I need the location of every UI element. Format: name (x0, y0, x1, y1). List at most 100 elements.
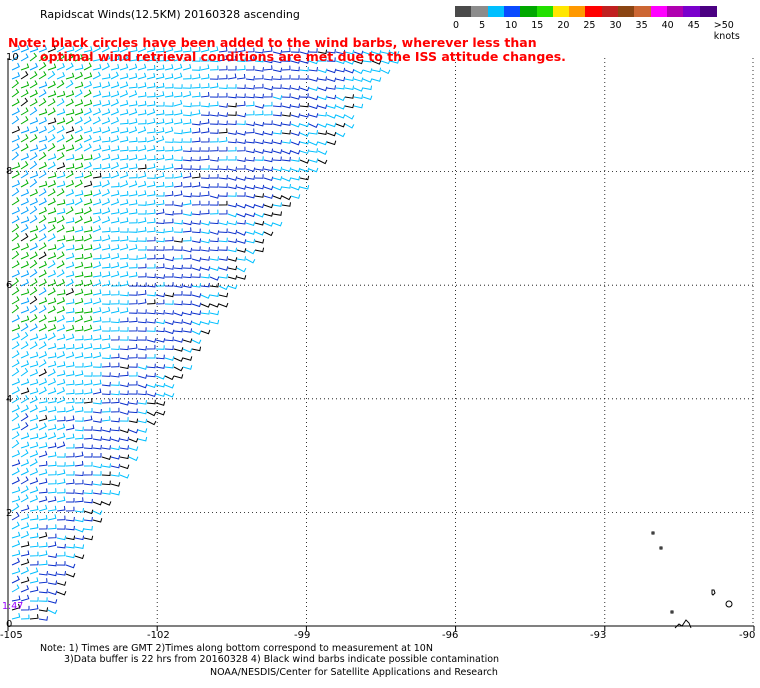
wind-barb (11, 540, 21, 548)
wind-barb (29, 269, 38, 278)
wind-barb (210, 174, 219, 179)
wind-barb (110, 135, 120, 143)
wind-barb (65, 134, 74, 143)
wind-barb (173, 92, 183, 98)
wind-barb (83, 143, 92, 152)
wind-barb (29, 567, 39, 575)
wind-barb (164, 45, 174, 53)
wind-barb (65, 217, 75, 224)
wind-barb (164, 210, 174, 216)
wind-barb (155, 47, 165, 53)
wind-barb (137, 63, 147, 71)
wind-barb (110, 445, 121, 451)
wind-barb (380, 59, 391, 65)
wind-barb (47, 496, 57, 503)
wind-barb (92, 399, 102, 405)
wind-barb (38, 478, 48, 485)
wind-barb (236, 275, 247, 280)
wind-barb (56, 53, 65, 62)
wind-barb (47, 406, 57, 413)
wind-barb (227, 220, 238, 226)
wind-barb (92, 297, 102, 305)
wind-barb (227, 284, 238, 290)
wind-barb (11, 557, 20, 566)
wind-barb (236, 146, 246, 152)
wind-barb (209, 75, 219, 80)
wind-barb (47, 432, 57, 440)
wind-barb (92, 510, 103, 515)
wind-barb (263, 194, 274, 199)
wind-barb (11, 395, 20, 404)
wind-barb (20, 422, 29, 431)
wind-barb (164, 154, 174, 161)
x-tick-label: -96 (442, 630, 459, 641)
wind-barb (74, 508, 84, 513)
wind-barb (56, 208, 66, 215)
wind-barb (11, 223, 20, 233)
wind-barb (20, 297, 30, 305)
wind-barb (263, 120, 273, 125)
wind-barb (38, 323, 47, 332)
wind-barb (146, 181, 156, 188)
wind-barb (299, 86, 310, 92)
wind-barb (38, 62, 47, 71)
wind-barb (137, 237, 147, 242)
wind-barb (155, 345, 165, 350)
wind-barb (128, 344, 138, 350)
wind-barb (83, 324, 93, 332)
wind-barb (128, 418, 139, 424)
wind-barb (83, 54, 93, 62)
wind-barb (74, 426, 84, 432)
wind-barb (128, 218, 138, 224)
wind-barb (110, 98, 119, 107)
wind-barb (38, 616, 48, 621)
wind-barb (128, 400, 138, 405)
wind-barb (101, 216, 111, 224)
wind-barb (38, 341, 47, 350)
wind-barb (182, 291, 192, 296)
wind-barb (281, 195, 292, 201)
wind-barb (317, 76, 327, 81)
wind-barb (20, 378, 30, 386)
wind-barb (209, 165, 219, 171)
wind-barb (236, 220, 246, 225)
wind-barb (83, 498, 93, 504)
wind-barb (326, 85, 336, 90)
wind-barb (20, 197, 29, 206)
wind-barb (236, 84, 246, 90)
wind-barb (83, 379, 93, 386)
wind-barb (200, 303, 211, 308)
wind-barb (92, 363, 102, 368)
wind-barb (209, 303, 220, 308)
wind-barb (119, 109, 129, 116)
wind-barb (173, 338, 184, 343)
wind-barb (11, 107, 20, 116)
wind-barb (155, 208, 165, 215)
wind-barb (191, 330, 202, 335)
wind-barb (110, 417, 120, 423)
wind-barb (65, 244, 75, 251)
wind-barb (110, 398, 120, 404)
wind-barb (182, 328, 193, 333)
wind-barb (308, 77, 319, 82)
wind-barb (191, 47, 201, 53)
wind-barb (20, 558, 30, 566)
wind-barb (92, 418, 102, 423)
wind-barb (47, 233, 56, 242)
wind-barb (29, 117, 39, 125)
wind-barb (74, 261, 84, 269)
wind-barb (20, 323, 29, 332)
wind-barb (56, 333, 66, 341)
wind-barb (164, 91, 174, 98)
wind-barb (11, 603, 21, 611)
wind-barb (317, 123, 328, 128)
wind-barb (191, 127, 201, 134)
wind-barb (110, 307, 120, 314)
wind-barb (47, 180, 57, 188)
wind-barb (245, 156, 255, 162)
wind-barb (281, 85, 291, 90)
wind-barb (56, 432, 66, 440)
wind-barb (218, 228, 228, 234)
wind-barb (236, 185, 247, 190)
wind-barb (29, 333, 39, 341)
